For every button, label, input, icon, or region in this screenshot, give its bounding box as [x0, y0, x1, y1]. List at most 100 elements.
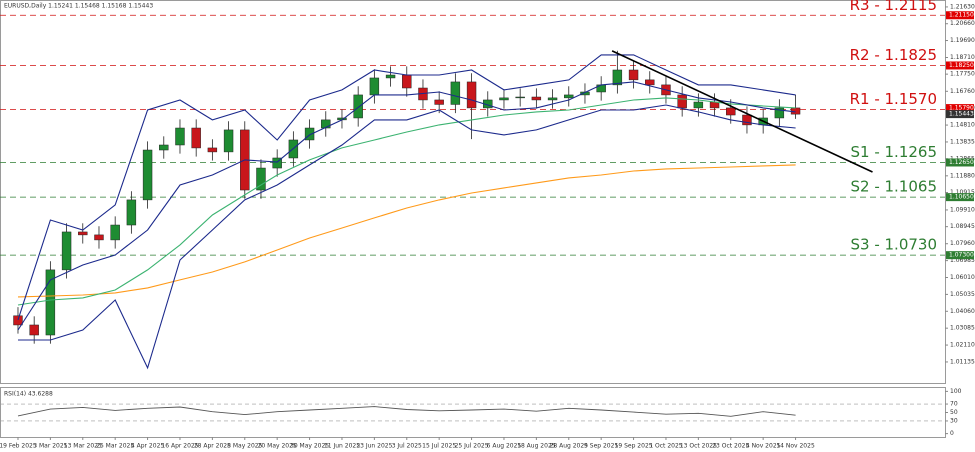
x-tick-label: 19 Sep 2025 — [615, 443, 653, 450]
price-tag-label: 1.15790 — [949, 105, 974, 112]
x-tick-label: 8 May 2025 — [227, 443, 262, 450]
candle-body — [159, 144, 169, 151]
candle-body — [709, 101, 720, 109]
x-tick-label: 1 Oct 2025 — [649, 443, 682, 450]
y-tick-label: 1.02110 — [950, 342, 975, 349]
candle-body — [207, 147, 218, 153]
candle-body — [677, 94, 687, 109]
rsi-line — [17, 406, 796, 417]
candle-body — [142, 149, 153, 201]
x-tick-label: 15 Jul 2025 — [422, 443, 456, 450]
x-tick-label: 3 Mar 2025 — [33, 443, 67, 450]
y-tick-label: 1.16760 — [950, 88, 975, 95]
price-tag — [946, 11, 974, 20]
candle-body — [385, 74, 396, 79]
candle-body — [61, 231, 72, 271]
x-tick-label: 25 Jul 2025 — [455, 443, 489, 450]
y-tick-label: 1.20660 — [950, 20, 975, 27]
y-tick-label: 1.01135 — [950, 358, 975, 365]
candle-body — [369, 77, 380, 96]
x-tick-label: 16 Apr 2025 — [161, 443, 198, 450]
overlay-line — [17, 164, 796, 298]
level-label: S2 - 1.1065 — [851, 178, 938, 196]
overlay-line — [17, 97, 796, 306]
candle-body — [110, 224, 120, 241]
price-tag — [946, 251, 974, 260]
price-tag-label: 1.21150 — [949, 12, 974, 19]
price-tag — [946, 158, 974, 167]
x-tick-label: 30 May 2025 — [290, 443, 329, 450]
candle-body — [94, 234, 104, 241]
y-tick-label: 1.06010 — [950, 274, 975, 281]
y-tick-label: 1.18710 — [950, 54, 975, 61]
candle-body — [612, 69, 623, 86]
x-tick-label: 13 Mar 2025 — [64, 443, 102, 450]
candle-body — [272, 157, 282, 169]
main-panel — [0, 0, 946, 384]
level-label: S3 - 1.0730 — [851, 236, 938, 254]
candle-body — [45, 269, 56, 336]
y-tick-label: 30 — [950, 417, 958, 424]
x-tick-label: 13 Oct 2025 — [680, 443, 717, 450]
y-tick-label: 1.08945 — [950, 223, 975, 230]
price-tag — [946, 61, 974, 70]
candle-body — [321, 119, 331, 129]
candle-body — [434, 99, 444, 105]
y-tick-label: 70 — [950, 401, 958, 408]
candle-body — [645, 79, 655, 86]
x-tick-label: 25 Mar 2025 — [96, 443, 134, 450]
y-tick-label: 1.14810 — [950, 122, 975, 129]
x-tick-label: 23 Jun 2025 — [356, 443, 392, 450]
candle-body — [13, 315, 23, 326]
price-tag-label: 1.18250 — [949, 62, 974, 69]
rsi-title: RSI(14) 43.6288 — [4, 391, 53, 398]
y-tick-label: 1.05035 — [950, 291, 975, 298]
y-tick-label: 1.17750 — [950, 71, 975, 78]
y-tick-label: 1.07960 — [950, 240, 975, 247]
x-tick-label: 3 Jul 2025 — [392, 443, 422, 450]
y-tick-label: 100 — [950, 388, 962, 395]
candle-body — [547, 97, 558, 101]
chart-title: EURUSD,Daily 1.15241 1.15468 1.15168 1.1… — [4, 3, 153, 10]
level-label: R3 - 1.2115 — [850, 0, 937, 14]
y-tick-label: 1.11880 — [950, 172, 975, 179]
level-label: R1 - 1.1570 — [850, 90, 937, 108]
x-tick-label: 6 Aug 2025 — [487, 443, 522, 450]
level-label: R2 - 1.1825 — [850, 46, 937, 64]
candle-body — [78, 231, 88, 236]
price-tag-label: 1.15443 — [949, 111, 974, 118]
x-tick-label: 4 Nov 2025 — [746, 443, 781, 450]
candle-body — [29, 324, 39, 336]
price-tag-label: 1.10650 — [949, 194, 974, 201]
y-tick-label: 1.03085 — [950, 325, 975, 332]
candle-body — [499, 97, 509, 101]
x-tick-label: 19 Feb 2025 — [0, 443, 37, 450]
y-tick-label: 50 — [950, 409, 958, 416]
overlay-line — [18, 104, 796, 370]
price-tag-label: 1.12650 — [949, 159, 974, 166]
candle-body — [126, 199, 137, 226]
price-tag — [946, 104, 974, 113]
candle-body — [515, 96, 525, 99]
candle-body — [304, 127, 315, 141]
x-tick-label: 23 Oct 2025 — [712, 443, 749, 450]
candle-body — [175, 127, 185, 146]
x-tick-label: 14 Nov 2025 — [776, 443, 815, 450]
candle-body — [693, 101, 704, 109]
price-tag — [946, 193, 974, 202]
candle-body — [191, 127, 201, 149]
y-tick-label: 1.04060 — [950, 308, 975, 315]
x-tick-label: 9 Sep 2025 — [584, 443, 618, 450]
x-tick-label: 4 Apr 2025 — [131, 443, 164, 450]
candle-body — [353, 94, 363, 119]
y-tick-label: 1.13835 — [950, 138, 975, 145]
x-tick-label: 11 Jun 2025 — [324, 443, 360, 450]
x-tick-label: 28 Apr 2025 — [194, 443, 231, 450]
candle-body — [466, 81, 477, 109]
candle-body — [742, 114, 752, 126]
candle-body — [774, 107, 785, 119]
y-tick-label: 1.10915 — [950, 189, 975, 196]
level-label: S1 - 1.1265 — [851, 143, 938, 161]
candle-body — [628, 69, 639, 81]
